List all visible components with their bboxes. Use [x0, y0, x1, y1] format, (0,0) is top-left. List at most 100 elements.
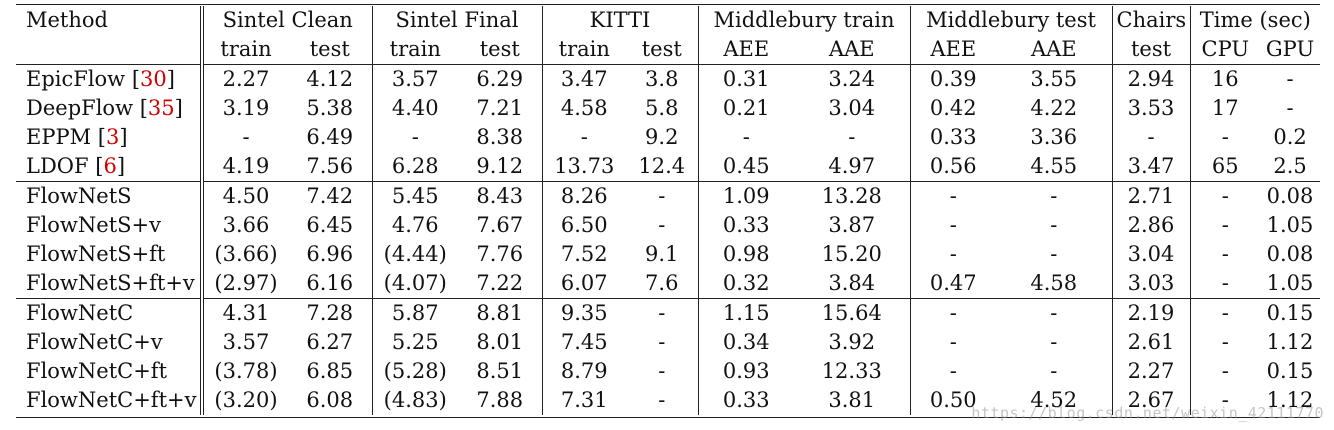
table-cell: 3.04	[1112, 240, 1191, 269]
table-cell: 2.19	[1112, 298, 1191, 328]
table-cell: -	[949, 359, 957, 383]
table-row: FlowNetC 4.31 7.28 5.87 8.81 9.35-1.15 15.64- -…	[16, 298, 1321, 328]
table-cell: (4.44)	[383, 242, 447, 266]
table-cell: -	[996, 181, 1113, 211]
table-cell: 6.49	[288, 123, 373, 152]
table-cell: 2.86	[1112, 211, 1191, 240]
table-cell: 8.81	[458, 298, 543, 328]
table-cell: 8.43	[458, 181, 543, 211]
table-cell: 6.96	[288, 240, 373, 269]
method-cell: FlowNetS	[16, 181, 204, 211]
table-cell: -	[996, 240, 1113, 269]
table-cell: 5.87	[372, 298, 458, 328]
table-cell: 0.2	[1273, 125, 1307, 149]
table-cell: 7.76	[458, 240, 543, 269]
table-cell: 3.92	[794, 328, 911, 357]
table-cell: 7.31	[560, 388, 608, 412]
table-cell: 0.42	[929, 96, 977, 120]
header-group: Time (sec)	[1199, 8, 1311, 32]
table-cell: 4.19	[222, 154, 270, 178]
method-cell: DeepFlow [35]	[16, 94, 204, 123]
table-cell: 0.08	[1266, 242, 1314, 266]
citation-link[interactable]: 3	[105, 125, 120, 149]
table-cell: -	[1221, 359, 1229, 383]
method-cell: FlowNetC	[16, 298, 204, 328]
table-cell: 7.45	[560, 330, 608, 354]
table-cell: 0.33	[929, 125, 977, 149]
citation-link[interactable]: 35	[147, 96, 175, 120]
table-cell: (4.07)	[383, 271, 447, 295]
table-cell: (4.83)	[383, 388, 447, 412]
table-cell: 8.79	[560, 359, 608, 383]
table-cell: -	[626, 386, 699, 415]
table-cell: 9.12	[458, 152, 543, 182]
table-cell: 4.58	[996, 269, 1113, 299]
table-cell: 4.31	[202, 298, 288, 328]
table-cell: 0.33	[722, 213, 770, 237]
table-cell: 5.25	[391, 330, 439, 354]
citation-bracket: [	[125, 67, 141, 91]
table-cell: 8.01	[458, 328, 543, 357]
table-cell: 0.45	[722, 154, 770, 178]
results-table-container: Method Sintel Clean Sintel Final KITTI M…	[16, 6, 1321, 415]
table-cell: 9.1	[626, 240, 699, 269]
table-cell: -	[1221, 388, 1229, 412]
table-cell: 7.67	[458, 211, 543, 240]
table-cell: -	[1286, 96, 1294, 120]
table-cell: 2.94	[1112, 64, 1191, 94]
subheader: AEE	[930, 37, 977, 61]
table-cell: 3.36	[996, 123, 1113, 152]
table-row: DeepFlow [35] 3.19 5.38 4.40 7.21 4.58 5.8 0.21…	[16, 94, 1320, 123]
table-cell: -	[411, 125, 419, 149]
table-cell: 4.40	[391, 96, 439, 120]
table-cell: -	[1221, 271, 1229, 295]
header-method: Method	[16, 6, 204, 35]
table-cell: 8.26	[542, 181, 626, 211]
table-cell: 1.09	[698, 181, 794, 211]
subheader: CPU	[1201, 37, 1250, 61]
citation-link[interactable]: 30	[140, 67, 167, 91]
table-cell: 9.2	[626, 123, 699, 152]
table-cell: 16	[1190, 64, 1261, 94]
method-cell: FlowNetC+ft	[16, 357, 204, 386]
subheader: train	[558, 37, 610, 61]
method-cell: FlowNetC+ft+v	[16, 386, 204, 415]
table-row: FlowNetC+ft+v (3.20) 6.08 (4.83) 7.88 7.31-0.…	[16, 386, 1320, 415]
table-cell: 7.42	[288, 181, 373, 211]
header-group: Middlebury train	[698, 6, 911, 35]
table-cell: 3.57	[222, 330, 270, 354]
table-cell: 4.52	[996, 386, 1113, 415]
table-row: FlowNetC+v 3.57 6.27 5.25 8.01 7.45-0.34 3.92-…	[16, 328, 1320, 357]
subheader: GPU	[1265, 37, 1315, 61]
table-cell: 6.29	[458, 64, 543, 94]
table-cell: -	[996, 328, 1113, 357]
table-cell: 1.12	[1266, 330, 1314, 354]
table-cell: -	[626, 328, 699, 357]
table-cell: (3.20)	[214, 388, 278, 412]
table-cell: -	[626, 211, 699, 240]
table-cell: -	[626, 357, 699, 386]
table-cell: 2.67	[1112, 386, 1191, 415]
subheader: test	[458, 35, 543, 65]
table-cell: 1.05	[1266, 213, 1314, 237]
table-cell: -	[1260, 64, 1321, 94]
table-cell: 1.15	[698, 298, 794, 328]
method-name: FlowNetC+ft	[26, 359, 168, 383]
table-cell: 7.56	[288, 152, 373, 182]
table-top-rule	[16, 4, 1320, 5]
method-name: EpicFlow	[26, 67, 126, 91]
table-cell: 3.66	[222, 213, 270, 237]
citation-link[interactable]: 6	[103, 154, 117, 178]
table-cell: 3.03	[1112, 269, 1191, 299]
table-cell: 2.61	[1112, 328, 1191, 357]
method-cell: FlowNetS+ft	[16, 240, 204, 269]
table-cell: -	[1221, 125, 1229, 149]
table-cell: 7.88	[458, 386, 543, 415]
table-cell: 1.12	[1266, 388, 1314, 412]
table-cell: -	[949, 242, 957, 266]
method-name: DeepFlow	[26, 96, 134, 120]
table-bottom-rule	[16, 417, 1320, 418]
table-cell: -	[242, 125, 250, 149]
table-cell: 12.33	[794, 357, 911, 386]
table-cell: 6.16	[288, 269, 373, 299]
